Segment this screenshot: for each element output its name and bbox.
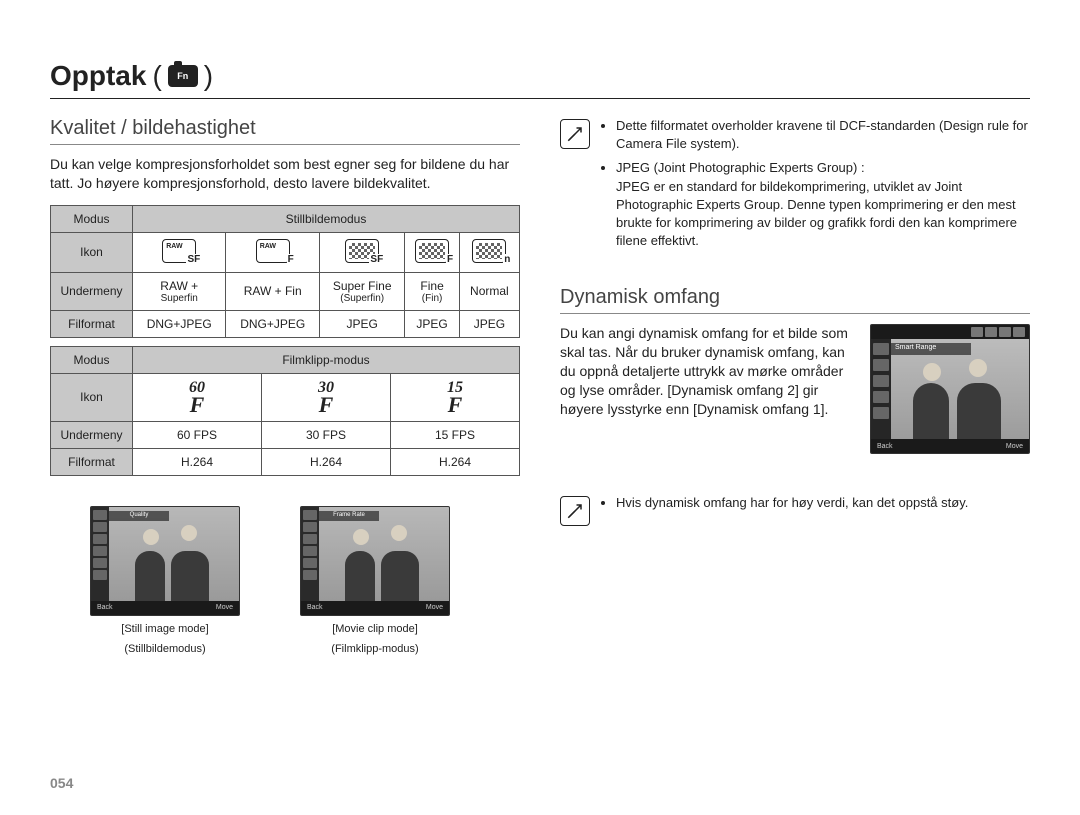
movie-thumb-back: Back (307, 604, 323, 611)
t2-undermeny-label: Undermeny (51, 421, 133, 448)
note-noise: Hvis dynamisk omfang har for høy verdi, … (560, 494, 1030, 526)
dynamic-range-thumb: Smart Range Back Move (870, 324, 1030, 454)
title-text: Opptak (50, 60, 146, 92)
t1-filformat-label: Filformat (51, 310, 133, 337)
dyn-thumb-move: Move (1006, 443, 1023, 450)
t1-ff-4: JPEG (459, 310, 519, 337)
quality-section-title: Kvalitet / bildehastighet (50, 117, 520, 145)
t2-ff-0: H.264 (133, 448, 262, 475)
t1-ff-1: DNG+JPEG (226, 310, 319, 337)
still-thumb-menu: Quality (109, 511, 169, 521)
t2-sub-2: 15 FPS (391, 421, 520, 448)
t1-undermeny-label: Undermeny (51, 272, 133, 310)
dynamic-range-body: Du kan angi dynamisk omfang for et bilde… (560, 324, 856, 418)
still-caption-1: [Still image mode] (90, 622, 240, 636)
t1-ff-2: JPEG (319, 310, 405, 337)
t2-filformat-label: Filformat (51, 448, 133, 475)
t2-ff-1: H.264 (262, 448, 391, 475)
still-image-table: Modus Stillbildemodus Ikon SF F SF F n U… (50, 205, 520, 338)
t1-modus-label: Modus (51, 205, 133, 232)
t2-icon-0: 60F (133, 373, 262, 421)
t2-icon-2: 15F (391, 373, 520, 421)
page-title: Opptak ( Fn ) (50, 60, 1030, 99)
movie-thumb-block: Frame Rate Back Move [Movie clip mode] (… (300, 506, 450, 657)
t2-ikon-label: Ikon (51, 373, 133, 421)
t1-sub-2: Super Fine(Superfin) (319, 272, 405, 310)
right-column: Dette filformatet overholder kravene til… (560, 117, 1030, 656)
t2-sub-0: 60 FPS (133, 421, 262, 448)
t2-ff-2: H.264 (391, 448, 520, 475)
t1-sub-3: Fine(Fin) (405, 272, 459, 310)
t1-ff-3: JPEG (405, 310, 459, 337)
still-thumb-block: Quality Back Move [Still image mode] (St… (90, 506, 240, 657)
movie-clip-table: Modus Filmklipp-modus Ikon 60F 30F 15F U… (50, 346, 520, 476)
t1-icon-4: n (459, 232, 519, 272)
dyn-thumb-back: Back (877, 443, 893, 450)
dynamic-range-title: Dynamisk omfang (560, 286, 1030, 314)
movie-thumb-menu: Frame Rate (319, 511, 379, 521)
movie-caption-2: (Filmklipp-modus) (300, 642, 450, 656)
camera-fn-icon: Fn (168, 65, 198, 87)
t1-modus-value: Stillbildemodus (133, 205, 520, 232)
still-thumb: Quality Back Move (90, 506, 240, 616)
paren-open: ( (152, 60, 161, 92)
movie-thumb: Frame Rate Back Move (300, 506, 450, 616)
t1-sub-4: Normal (459, 272, 519, 310)
t1-ff-0: DNG+JPEG (133, 310, 226, 337)
page-number: 054 (50, 775, 73, 791)
t2-modus-value: Filmklipp-modus (133, 346, 520, 373)
t1-icon-3: F (405, 232, 459, 272)
t2-icon-1: 30F (262, 373, 391, 421)
t2-modus-label: Modus (51, 346, 133, 373)
t1-icon-1: F (226, 232, 319, 272)
note-dcf-jpeg: Dette filformatet overholder kravene til… (560, 117, 1030, 256)
t1-icon-2: SF (319, 232, 405, 272)
quality-intro: Du kan velge kompresjonsforholdet som be… (50, 155, 520, 193)
t1-sub-1: RAW + Fin (226, 272, 319, 310)
movie-thumb-move: Move (426, 604, 443, 611)
still-thumb-move: Move (216, 604, 233, 611)
t1-sub-0: RAW +Superfin (133, 272, 226, 310)
note1-item-0: Dette filformatet overholder kravene til… (616, 117, 1030, 153)
still-thumb-back: Back (97, 604, 113, 611)
mode-thumbnails: Quality Back Move [Still image mode] (St… (50, 506, 520, 657)
dyn-thumb-label: Smart Range (891, 343, 971, 355)
note-icon-2 (560, 496, 590, 526)
t2-sub-1: 30 FPS (262, 421, 391, 448)
still-caption-2: (Stillbildemodus) (90, 642, 240, 656)
left-column: Kvalitet / bildehastighet Du kan velge k… (50, 117, 520, 656)
t1-ikon-label: Ikon (51, 232, 133, 272)
movie-caption-1: [Movie clip mode] (300, 622, 450, 636)
paren-close: ) (204, 60, 213, 92)
note2-item-0: Hvis dynamisk omfang har for høy verdi, … (616, 494, 968, 512)
t1-icon-0: SF (133, 232, 226, 272)
note1-item-1: JPEG (Joint Photographic Experts Group) … (616, 159, 1030, 250)
note-icon (560, 119, 590, 149)
